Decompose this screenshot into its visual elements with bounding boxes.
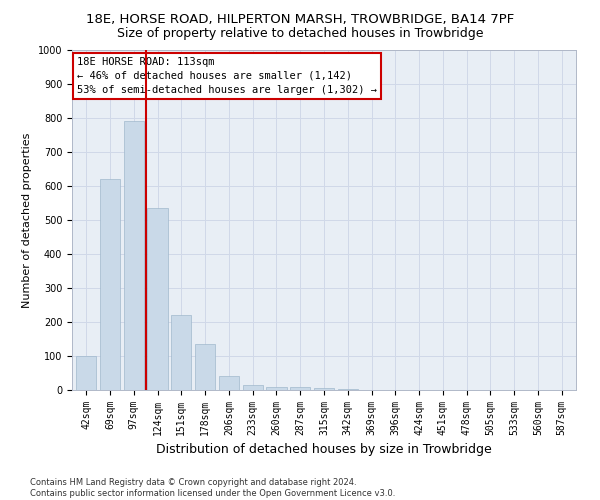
Text: Contains HM Land Registry data © Crown copyright and database right 2024.
Contai: Contains HM Land Registry data © Crown c… [30, 478, 395, 498]
X-axis label: Distribution of detached houses by size in Trowbridge: Distribution of detached houses by size … [156, 444, 492, 456]
Bar [124, 122, 144, 390]
Bar [290, 386, 310, 390]
Text: 18E, HORSE ROAD, HILPERTON MARSH, TROWBRIDGE, BA14 7PF: 18E, HORSE ROAD, HILPERTON MARSH, TROWBR… [86, 12, 514, 26]
Y-axis label: Number of detached properties: Number of detached properties [22, 132, 32, 308]
Bar [148, 208, 167, 390]
Text: Size of property relative to detached houses in Trowbridge: Size of property relative to detached ho… [117, 28, 483, 40]
Text: 18E HORSE ROAD: 113sqm
← 46% of detached houses are smaller (1,142)
53% of semi-: 18E HORSE ROAD: 113sqm ← 46% of detached… [77, 57, 377, 95]
Bar [195, 344, 215, 390]
Bar [219, 376, 239, 390]
Bar [314, 388, 334, 390]
Bar [76, 356, 97, 390]
Bar [100, 179, 120, 390]
Bar [242, 385, 263, 390]
Bar [171, 315, 191, 390]
Bar [266, 386, 287, 390]
